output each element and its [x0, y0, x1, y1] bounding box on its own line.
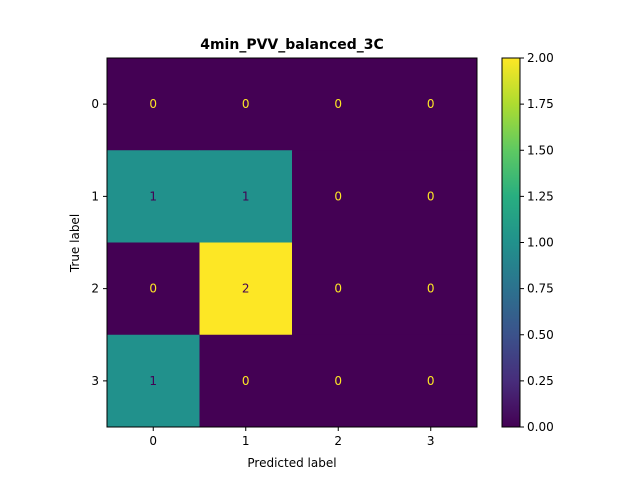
cell-value-label: 0 — [242, 97, 250, 111]
x-tick-label: 0 — [149, 434, 157, 448]
x-axis-label: Predicted label — [247, 456, 336, 470]
heatmap-cell — [292, 242, 385, 336]
y-tick-label: 2 — [91, 282, 99, 296]
heatmap-cell — [384, 58, 478, 151]
heatmap-cell — [107, 242, 200, 336]
y-tick-label: 1 — [91, 189, 99, 203]
cell-value-label: 1 — [149, 374, 157, 388]
cell-value-label: 1 — [242, 189, 250, 203]
plot-frame — [106, 57, 478, 428]
heatmap-cell — [292, 150, 385, 243]
cell-value-label: 0 — [427, 189, 435, 203]
cell-value-label: 0 — [242, 374, 250, 388]
colorbar-tick-label: 0.50 — [527, 328, 554, 342]
colorbar-ticks: 0.00 0.25 0.50 0.75 1.00 1.25 1.50 1.75 2.00 — [520, 51, 554, 434]
heatmap-cell — [107, 58, 200, 151]
heatmap-cell — [107, 334, 200, 428]
heatmap-cell — [199, 334, 293, 428]
colorbar-tick-label: 0.75 — [527, 282, 554, 296]
x-axis-ticks: 0 1 2 3 — [149, 427, 435, 448]
y-axis-ticks: 0 1 2 3 — [91, 97, 107, 388]
cell-value-label: 0 — [427, 97, 435, 111]
cell-value-label: 0 — [334, 97, 342, 111]
x-tick-label: 3 — [427, 434, 435, 448]
heatmap-cells — [107, 58, 478, 428]
colorbar-tick-label: 2.00 — [527, 51, 554, 65]
y-tick-label: 0 — [91, 97, 99, 111]
heatmap-cell — [199, 58, 293, 151]
cell-value-label: 1 — [149, 189, 157, 203]
colorbar-tick-label: 1.00 — [527, 236, 554, 250]
heatmap-cell — [384, 334, 478, 428]
heatmap-cell — [384, 150, 478, 243]
cell-value-label: 0 — [149, 282, 157, 296]
y-axis-label: True label — [68, 214, 82, 273]
cell-value-label: 0 — [334, 189, 342, 203]
colorbar — [501, 57, 521, 428]
heatmap-cell-labels: 0 0 0 0 1 1 0 0 0 2 0 0 1 0 0 0 — [149, 97, 434, 388]
cell-value-label: 0 — [334, 282, 342, 296]
heatmap-cell — [199, 242, 293, 336]
colorbar-tick-label: 1.75 — [527, 97, 554, 111]
x-tick-label: 2 — [334, 434, 342, 448]
colorbar-tick-label: 0.25 — [527, 374, 554, 388]
heatmap-cell — [107, 150, 200, 243]
cell-value-label: 2 — [242, 282, 250, 296]
colorbar-tick-label: 1.50 — [527, 143, 554, 157]
colorbar-tick-label: 1.25 — [527, 189, 554, 203]
y-tick-label: 3 — [91, 374, 99, 388]
heatmap-cell — [199, 150, 293, 243]
cell-value-label: 0 — [149, 97, 157, 111]
heatmap-cell — [292, 58, 385, 151]
heatmap-cell — [384, 242, 478, 336]
heatmap-cell — [292, 334, 385, 428]
cell-value-label: 0 — [427, 374, 435, 388]
colorbar-tick-label: 0.00 — [527, 420, 554, 434]
chart-title: 4min_PVV_balanced_3C — [200, 37, 384, 53]
x-tick-label: 1 — [242, 434, 250, 448]
cell-value-label: 0 — [334, 374, 342, 388]
cell-value-label: 0 — [427, 282, 435, 296]
